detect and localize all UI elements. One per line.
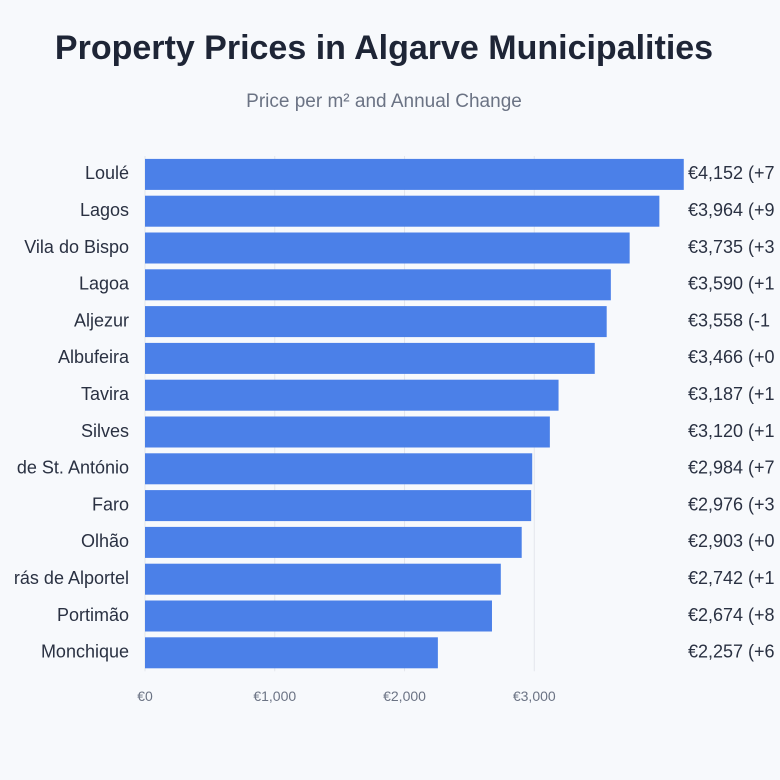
bar	[145, 637, 438, 669]
bar	[145, 526, 522, 558]
y-tick-label: Tavira	[81, 384, 130, 404]
y-tick-label: Vila do Bispo	[24, 237, 129, 257]
bar	[145, 600, 492, 632]
y-tick-label: Silves	[81, 421, 129, 441]
y-tick-label: Lagoa	[79, 274, 130, 294]
value-label: €3,735 (+3	[688, 237, 775, 257]
bar	[145, 490, 532, 522]
y-tick-label: Portimão	[57, 605, 129, 625]
bar	[145, 416, 550, 448]
chart-title: Property Prices in Algarve Municipalitie…	[55, 29, 713, 67]
x-tick-label: €3,000	[513, 688, 556, 704]
value-label: €2,976 (+3	[688, 494, 775, 514]
y-tick-label: Loulé	[85, 163, 129, 183]
bar	[145, 306, 607, 338]
y-tick-label: Aljezur	[74, 310, 129, 330]
value-label: €3,466 (+0	[688, 347, 775, 367]
value-label: €3,964 (+9	[688, 200, 775, 220]
value-label: €3,187 (+1	[688, 384, 775, 404]
bar	[145, 342, 595, 374]
x-tick-label: €0	[137, 688, 153, 704]
value-label: €2,742 (+1	[688, 568, 775, 588]
value-label: €3,558 (-1	[688, 310, 770, 330]
y-tick-label: de St. António	[17, 458, 129, 478]
value-label: €2,257 (+6	[688, 642, 775, 662]
bar	[145, 379, 559, 411]
bar	[145, 158, 684, 190]
bar	[145, 232, 630, 264]
x-tick-label: €1,000	[253, 688, 296, 704]
y-tick-label: Faro	[92, 494, 129, 514]
bar	[145, 563, 501, 595]
value-label: €2,984 (+7	[688, 458, 775, 478]
bar	[145, 195, 660, 227]
value-label: €4,152 (+7	[688, 163, 775, 183]
value-label: €2,903 (+0	[688, 531, 775, 551]
value-label: €3,590 (+1	[688, 274, 775, 294]
value-label: €3,120 (+1	[688, 421, 775, 441]
y-tick-label: rás de Alportel	[14, 568, 129, 588]
bar	[145, 453, 533, 485]
y-tick-label: Monchique	[41, 642, 129, 662]
value-label: €2,674 (+8	[688, 605, 775, 625]
chart-subtitle: Price per m² and Annual Change	[246, 91, 522, 112]
x-tick-label: €2,000	[383, 688, 426, 704]
y-tick-label: Albufeira	[58, 347, 130, 367]
bar	[145, 269, 611, 301]
y-tick-label: Lagos	[80, 200, 129, 220]
y-tick-label: Olhão	[81, 531, 129, 551]
